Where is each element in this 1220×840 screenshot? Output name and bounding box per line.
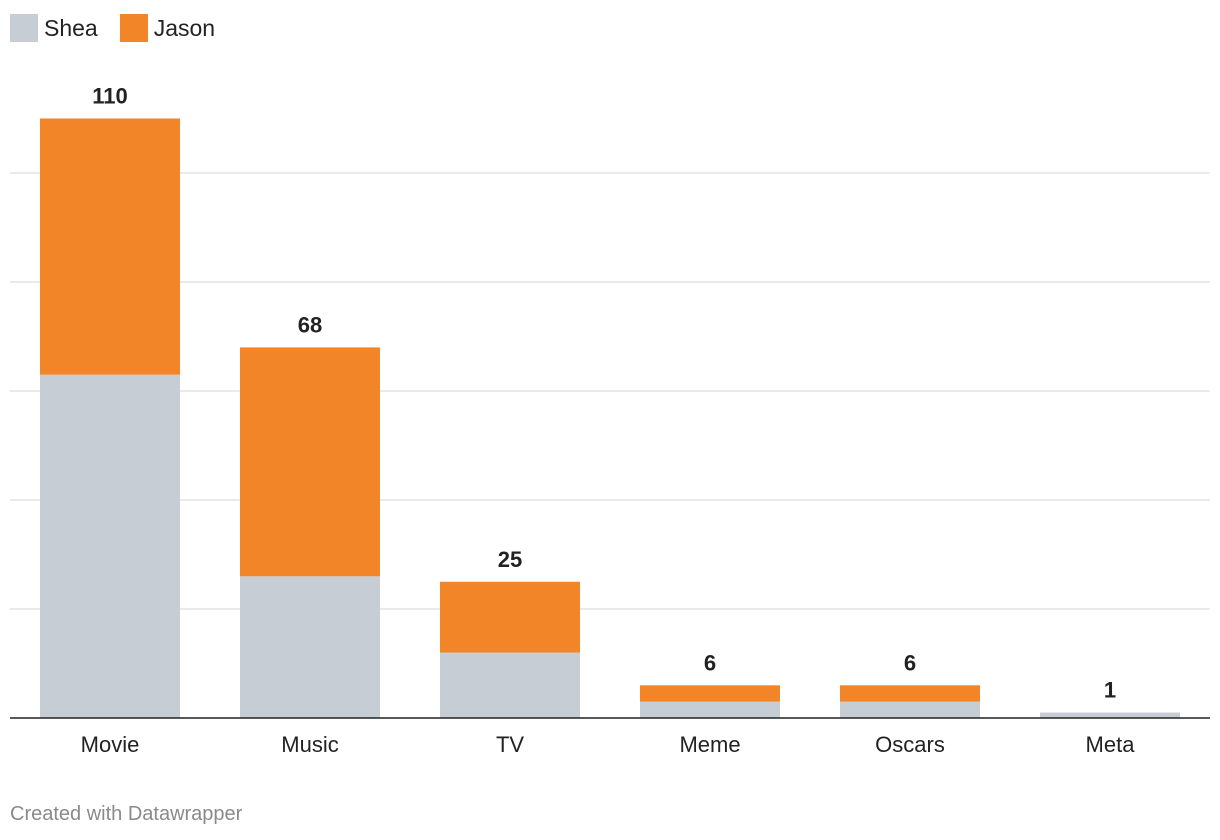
bar-jason-meme [640, 685, 780, 702]
bar-jason-tv [440, 581, 580, 653]
legend-label-shea: Shea [44, 14, 98, 41]
total-label-meme: 6 [704, 650, 716, 675]
bar-shea-music [240, 576, 380, 718]
legend-item-jason: Jason [119, 14, 216, 42]
bar-shea-oscars [840, 701, 980, 718]
bar-jason-music [240, 347, 380, 577]
bar-shea-tv [440, 652, 580, 718]
bar-group [40, 118, 1180, 718]
x-tick-label-meta: Meta [1086, 732, 1136, 757]
bar-jason-oscars [840, 685, 980, 702]
legend-swatch-jason [119, 14, 148, 42]
legend-swatch-shea [10, 14, 38, 42]
x-tick-label-oscars: Oscars [875, 732, 945, 757]
bar-shea-movie [40, 374, 180, 718]
bar-shea-meta [1040, 712, 1180, 718]
chart-legend: Shea Jason [10, 14, 237, 42]
total-label-meta: 1 [1104, 678, 1116, 703]
x-tick-label-music: Music [281, 732, 338, 757]
bar-jason-movie [40, 118, 180, 375]
legend-item-shea: Shea [10, 14, 98, 42]
legend-label-jason: Jason [153, 14, 216, 41]
x-tick-label-meme: Meme [679, 732, 740, 757]
gridlines [10, 172, 1210, 610]
total-label-movie: 110 [92, 84, 128, 109]
total-label-music: 68 [298, 312, 322, 337]
x-tick-label-movie: Movie [81, 732, 140, 757]
bar-shea-meme [640, 701, 780, 718]
x-tick-label-tv: TV [496, 732, 524, 757]
total-label-oscars: 6 [904, 650, 916, 675]
total-label-tv: 25 [498, 547, 522, 572]
label-group: 110 Movie 68 Music 25 TV 6 Meme 6 Oscars 1 Meta [81, 84, 1136, 758]
stacked-bar-chart: 110 Movie 68 Music 25 TV 6 Meme 6 Oscars 1 Meta [10, 84, 1210, 758]
chart-credit: Created with Datawrapper [10, 803, 243, 825]
